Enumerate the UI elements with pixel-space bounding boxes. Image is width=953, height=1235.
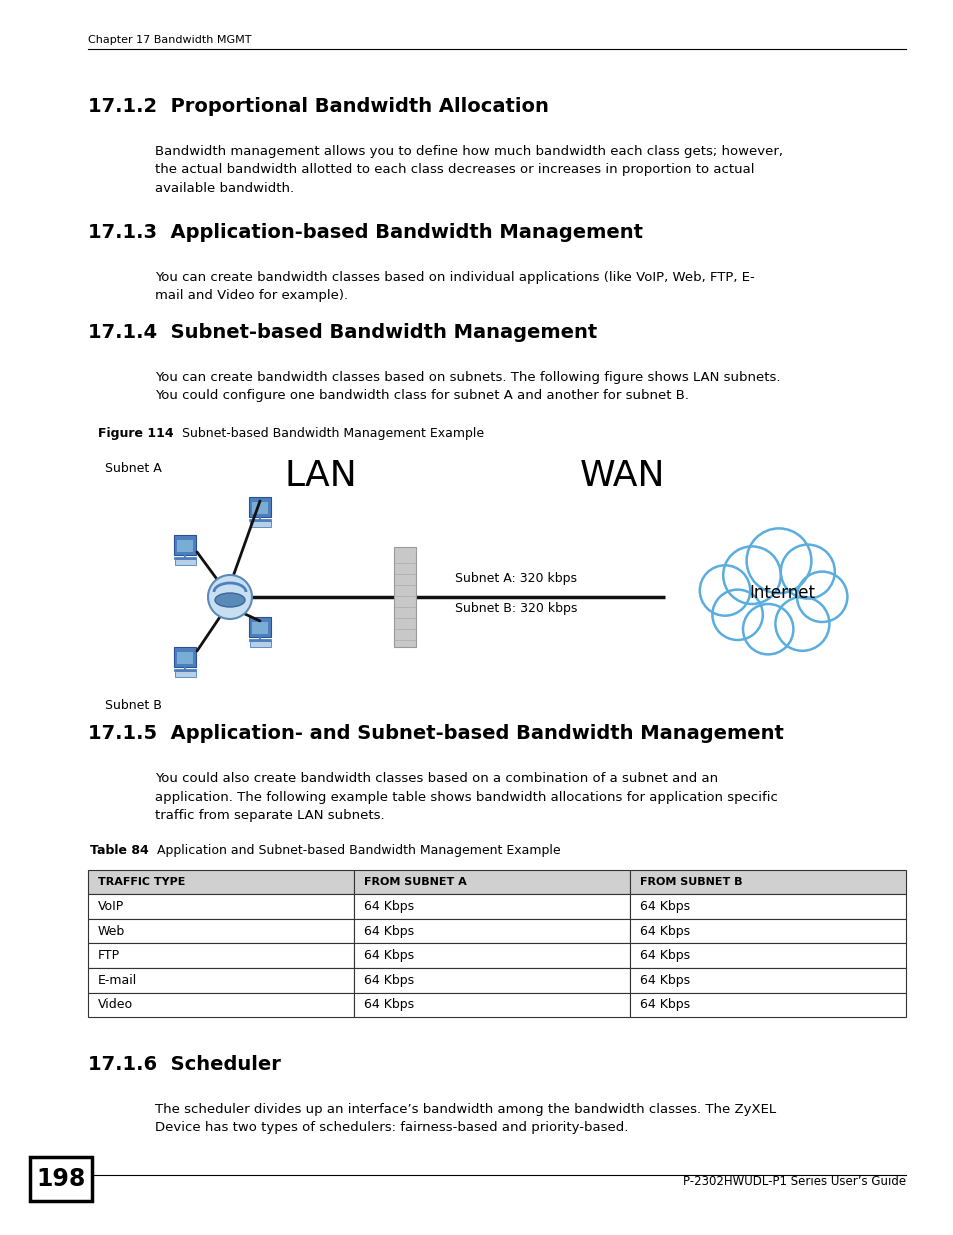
Ellipse shape xyxy=(214,593,245,606)
Text: 64 Kbps: 64 Kbps xyxy=(363,950,414,962)
Text: 64 Kbps: 64 Kbps xyxy=(639,900,689,913)
Text: You can create bandwidth classes based on individual applications (like VoIP, We: You can create bandwidth classes based o… xyxy=(154,270,754,303)
Text: Figure 114: Figure 114 xyxy=(98,427,173,440)
FancyBboxPatch shape xyxy=(629,919,905,944)
Text: Application and Subnet-based Bandwidth Management Example: Application and Subnet-based Bandwidth M… xyxy=(145,844,560,857)
Circle shape xyxy=(796,572,846,622)
FancyBboxPatch shape xyxy=(173,535,196,555)
Text: Video: Video xyxy=(98,998,133,1011)
Circle shape xyxy=(775,597,828,651)
Text: FTP: FTP xyxy=(98,950,120,962)
FancyBboxPatch shape xyxy=(88,968,354,993)
Circle shape xyxy=(712,589,762,640)
FancyBboxPatch shape xyxy=(354,944,629,968)
FancyBboxPatch shape xyxy=(629,944,905,968)
FancyBboxPatch shape xyxy=(354,993,629,1016)
Text: 64 Kbps: 64 Kbps xyxy=(363,998,414,1011)
FancyBboxPatch shape xyxy=(354,919,629,944)
FancyBboxPatch shape xyxy=(629,869,905,894)
Text: 17.1.4  Subnet-based Bandwidth Management: 17.1.4 Subnet-based Bandwidth Management xyxy=(88,324,597,342)
Text: FROM SUBNET A: FROM SUBNET A xyxy=(363,877,466,887)
Text: 64 Kbps: 64 Kbps xyxy=(639,950,689,962)
Circle shape xyxy=(746,529,811,593)
Text: 198: 198 xyxy=(36,1167,86,1191)
Text: You could also create bandwidth classes based on a combination of a subnet and a: You could also create bandwidth classes … xyxy=(154,772,777,823)
Text: Subnet B: Subnet B xyxy=(105,699,162,713)
Circle shape xyxy=(742,604,793,655)
FancyBboxPatch shape xyxy=(88,919,354,944)
FancyBboxPatch shape xyxy=(629,993,905,1016)
FancyBboxPatch shape xyxy=(394,547,416,647)
Circle shape xyxy=(208,576,252,619)
Text: Subnet-based Bandwidth Management Example: Subnet-based Bandwidth Management Exampl… xyxy=(170,427,483,440)
Text: Table 84: Table 84 xyxy=(90,844,149,857)
FancyBboxPatch shape xyxy=(250,521,271,526)
FancyBboxPatch shape xyxy=(88,993,354,1016)
Text: Subnet A: Subnet A xyxy=(105,462,162,475)
Text: Internet: Internet xyxy=(748,584,814,601)
Text: FROM SUBNET B: FROM SUBNET B xyxy=(639,877,741,887)
FancyBboxPatch shape xyxy=(354,968,629,993)
Text: 64 Kbps: 64 Kbps xyxy=(639,998,689,1011)
Circle shape xyxy=(722,546,780,604)
FancyBboxPatch shape xyxy=(629,894,905,919)
Text: VoIP: VoIP xyxy=(98,900,124,913)
Text: E-mail: E-mail xyxy=(98,973,137,987)
Text: LAN: LAN xyxy=(285,459,357,493)
FancyBboxPatch shape xyxy=(252,622,268,634)
Text: Web: Web xyxy=(98,925,125,937)
Text: 64 Kbps: 64 Kbps xyxy=(639,925,689,937)
Text: Chapter 17 Bandwidth MGMT: Chapter 17 Bandwidth MGMT xyxy=(88,35,252,44)
Text: 64 Kbps: 64 Kbps xyxy=(363,925,414,937)
Text: The scheduler divides up an interface’s bandwidth among the bandwidth classes. T: The scheduler divides up an interface’s … xyxy=(154,1103,776,1135)
Text: 64 Kbps: 64 Kbps xyxy=(363,973,414,987)
Text: 17.1.6  Scheduler: 17.1.6 Scheduler xyxy=(88,1055,280,1074)
FancyBboxPatch shape xyxy=(88,944,354,968)
FancyBboxPatch shape xyxy=(629,968,905,993)
Text: P-2302HWUDL-P1 Series User’s Guide: P-2302HWUDL-P1 Series User’s Guide xyxy=(682,1174,905,1188)
Text: Subnet B: 320 kbps: Subnet B: 320 kbps xyxy=(455,601,577,615)
Circle shape xyxy=(780,545,834,599)
FancyBboxPatch shape xyxy=(88,869,354,894)
Text: 17.1.2  Proportional Bandwidth Allocation: 17.1.2 Proportional Bandwidth Allocation xyxy=(88,98,548,116)
Text: TRAFFIC TYPE: TRAFFIC TYPE xyxy=(98,877,185,887)
Circle shape xyxy=(700,566,749,616)
Text: Bandwidth management allows you to define how much bandwidth each class gets; ho: Bandwidth management allows you to defin… xyxy=(154,144,782,195)
Text: You can create bandwidth classes based on subnets. The following figure shows LA: You can create bandwidth classes based o… xyxy=(154,370,780,403)
FancyBboxPatch shape xyxy=(249,498,271,517)
FancyBboxPatch shape xyxy=(252,503,268,514)
FancyBboxPatch shape xyxy=(174,559,195,564)
FancyBboxPatch shape xyxy=(354,869,629,894)
Text: WAN: WAN xyxy=(579,459,665,493)
FancyBboxPatch shape xyxy=(173,647,196,667)
FancyBboxPatch shape xyxy=(88,894,354,919)
Text: 64 Kbps: 64 Kbps xyxy=(363,900,414,913)
FancyBboxPatch shape xyxy=(176,652,193,664)
Text: 17.1.5  Application- and Subnet-based Bandwidth Management: 17.1.5 Application- and Subnet-based Ban… xyxy=(88,724,783,743)
FancyBboxPatch shape xyxy=(249,618,271,637)
Text: 64 Kbps: 64 Kbps xyxy=(639,973,689,987)
FancyBboxPatch shape xyxy=(354,894,629,919)
FancyBboxPatch shape xyxy=(174,671,195,677)
FancyBboxPatch shape xyxy=(176,540,193,552)
Text: 17.1.3  Application-based Bandwidth Management: 17.1.3 Application-based Bandwidth Manag… xyxy=(88,224,642,242)
FancyBboxPatch shape xyxy=(30,1157,91,1200)
Text: Subnet A: 320 kbps: Subnet A: 320 kbps xyxy=(455,572,577,585)
FancyBboxPatch shape xyxy=(250,641,271,647)
